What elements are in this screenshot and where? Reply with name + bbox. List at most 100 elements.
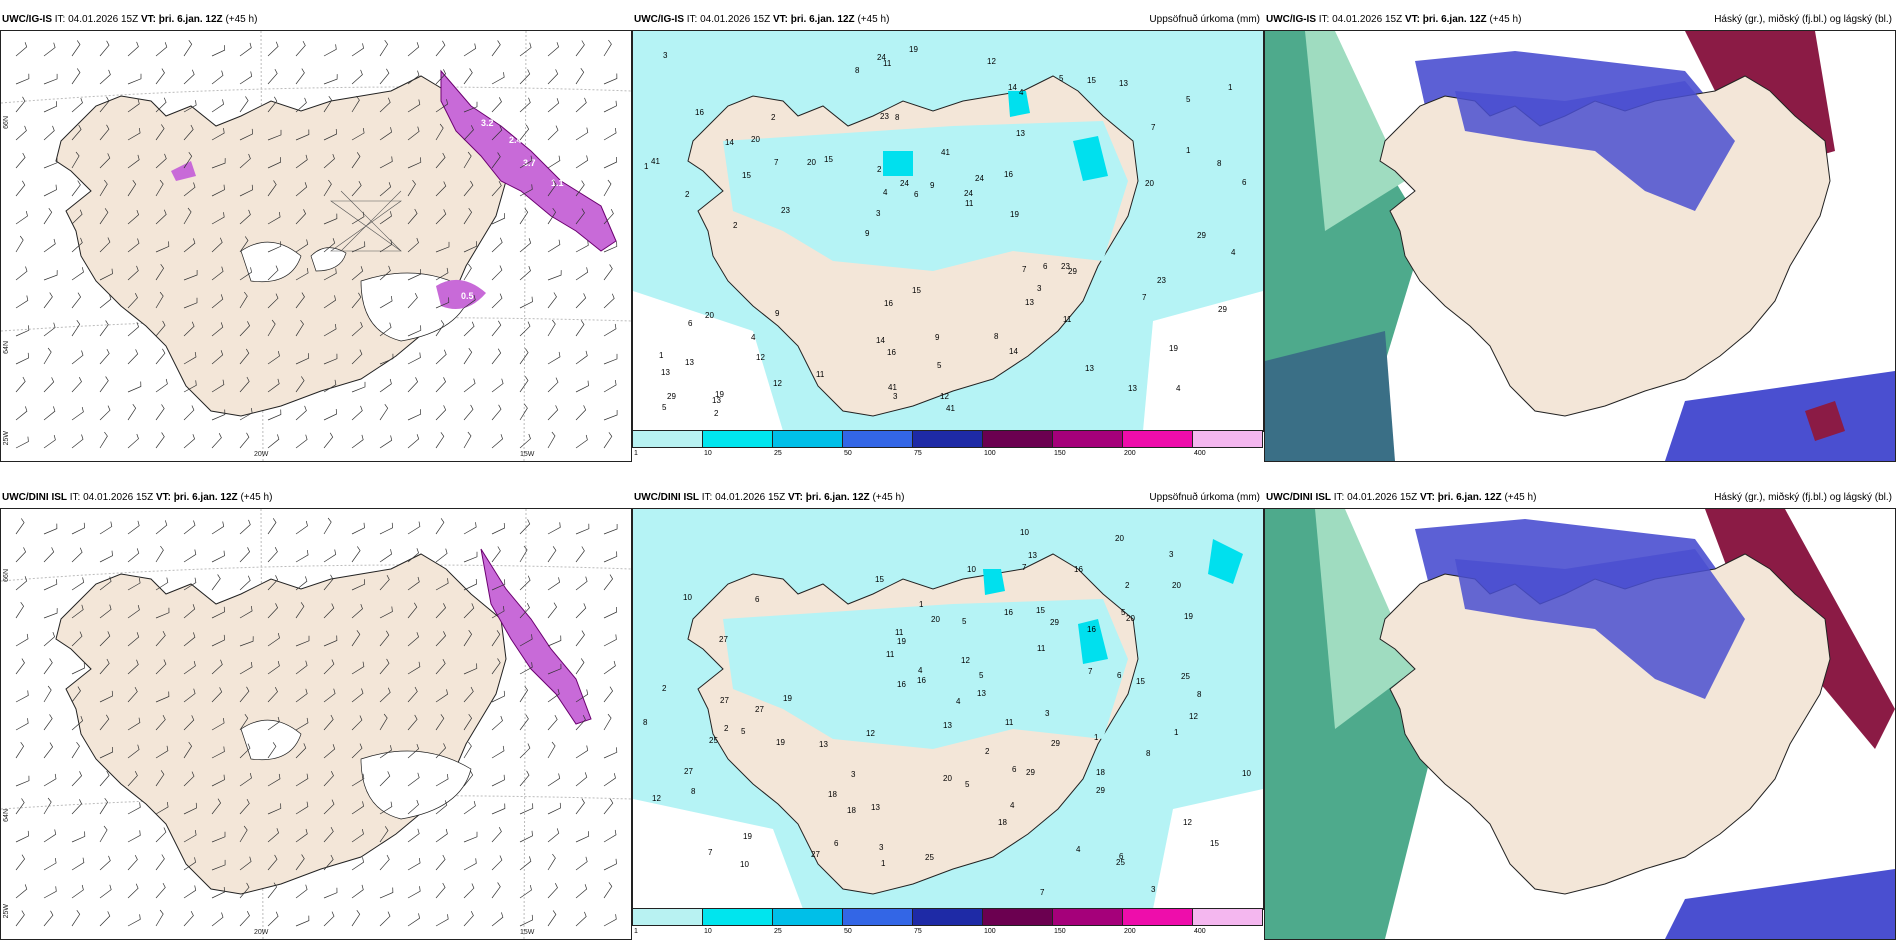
wind-barb — [127, 717, 141, 731]
precip-value: 4 — [1076, 845, 1081, 854]
precip-value: 15 — [875, 575, 884, 584]
wind-barb — [519, 238, 532, 253]
precip-value: 16 — [897, 680, 906, 689]
wind-barb — [407, 576, 420, 591]
wind-barb — [183, 434, 196, 449]
wind-barb — [351, 829, 364, 843]
cloud-map[interactable] — [1264, 508, 1896, 940]
wind-barb — [43, 685, 52, 703]
precip-value: 16 — [917, 676, 926, 685]
precip-value: 13 — [819, 740, 828, 749]
wind-barb — [295, 129, 310, 141]
panel-row1-precip: UWC/IG-IS IT: 04.01.2026 15Z VT: þri. 6.… — [632, 14, 1264, 462]
colorbar-tick: 200 — [1124, 928, 1136, 935]
precip-value: 9 — [865, 229, 870, 238]
precip-value: 25 — [925, 853, 934, 862]
model-name: UWC/IG-IS — [2, 14, 52, 25]
wind-barb — [351, 43, 364, 57]
wind-barb — [211, 266, 224, 281]
wind-barb — [547, 319, 556, 337]
wind-barb — [99, 237, 111, 253]
wind-barb — [463, 263, 472, 281]
wind-barb — [295, 40, 306, 57]
vt-value: þri. 6.jan. 12Z — [173, 492, 238, 503]
wind-barb — [15, 266, 28, 281]
precip-value: 4 — [1231, 248, 1236, 257]
wind-barb — [463, 241, 478, 253]
wind-barb — [155, 153, 167, 169]
wind-barb — [295, 801, 309, 815]
precip-value: 5 — [741, 727, 746, 736]
wind-barb — [71, 350, 84, 365]
wind-barb — [183, 69, 195, 85]
wind-barb — [575, 911, 587, 927]
precip-value: 11 — [965, 199, 974, 208]
wind-barb — [239, 71, 253, 85]
wind-barb — [323, 238, 336, 253]
wind-map[interactable]: 3.2 2.4 3.7 1.1 0.5 66N 64N 25W 20W 15W — [0, 30, 632, 462]
wind-barb — [575, 380, 589, 393]
precip-value: 3 — [876, 209, 881, 218]
wind-barb — [15, 718, 29, 731]
wind-barb — [71, 124, 82, 141]
wind-barb — [323, 323, 337, 337]
precip-value: 16 — [887, 348, 896, 357]
wind-barb — [295, 268, 309, 281]
wind-barb — [547, 125, 559, 141]
precip-value: 1 — [919, 600, 924, 609]
wind-barb — [99, 855, 111, 871]
lon-label: 20W — [254, 451, 269, 458]
precip-value: 18 — [847, 806, 856, 815]
wind-barb — [379, 239, 393, 253]
wind-barb — [463, 910, 474, 927]
wind-barb — [15, 658, 25, 675]
wind-barb — [435, 320, 445, 337]
wind-barb — [99, 797, 109, 815]
cloud-title: Háský (gr.), miðský (fj.bl.) og lágský (… — [1714, 492, 1892, 503]
wind-barb — [239, 856, 252, 871]
wind-barb — [267, 911, 279, 927]
wind-barb — [239, 184, 253, 197]
colorbar-swatch — [842, 908, 913, 926]
precip-value: 3 — [1169, 550, 1174, 559]
wind-barb — [267, 293, 279, 309]
precip-map[interactable]: 4 2 5 9 13 19 23 41 20 15 13 12 8 24 29 16 11 6 7 1 3 14 4 2 5 9 1… — [632, 30, 1264, 432]
init-time: IT: 04.01.2026 15Z — [686, 14, 771, 25]
cloud-map[interactable] — [1264, 30, 1896, 462]
wind-barb — [43, 797, 52, 815]
wind-barb — [435, 297, 450, 309]
panel-row1-cloud: UWC/IG-IS IT: 04.01.2026 15Z VT: þri. 6.… — [1264, 14, 1896, 462]
wind-barb — [323, 911, 335, 927]
precip-value: 13 — [1025, 298, 1034, 307]
wind-map[interactable]: 2.4 66N 64N 25W 20W 15W — [0, 508, 632, 940]
wind-barb — [183, 910, 194, 927]
precip-value: 6 — [1119, 852, 1124, 861]
precip-value: 15 — [1036, 606, 1045, 615]
wind-barb — [435, 658, 446, 675]
wind-barb — [603, 551, 618, 563]
wind-barb — [99, 576, 112, 591]
wind-barb — [71, 741, 80, 759]
wind-barb — [575, 630, 585, 647]
wind-barb — [547, 853, 556, 871]
wind-barb — [603, 39, 612, 57]
wind-barb — [155, 854, 165, 871]
wind-barb — [211, 99, 224, 113]
wind-barb — [71, 68, 81, 85]
vt-label: VT: — [772, 14, 788, 25]
init-time: IT: 04.01.2026 15Z — [1333, 492, 1418, 503]
wind-barb — [351, 349, 363, 365]
wind-barb — [603, 798, 614, 815]
panel-row1-wind: UWC/IG-IS IT: 04.01.2026 15Z VT: þri. 6.… — [0, 14, 632, 462]
wind-barb — [323, 179, 332, 197]
wind-barb — [519, 603, 530, 619]
wind-barb — [267, 575, 279, 591]
precip-value: 20 — [1145, 179, 1154, 188]
wind-barb — [351, 546, 361, 563]
wind-barb — [183, 632, 196, 647]
precip-value: 7 — [1142, 293, 1147, 302]
wind-barb — [183, 549, 197, 563]
wind-barb — [463, 629, 473, 647]
precip-value: 4 — [1010, 801, 1015, 810]
precip-map[interactable]: 3 5 6 10 12 27 19 13 16 20 29 25 18 15 11 8 1 4 2 7 3 5 6 10 12 2… — [632, 508, 1264, 910]
